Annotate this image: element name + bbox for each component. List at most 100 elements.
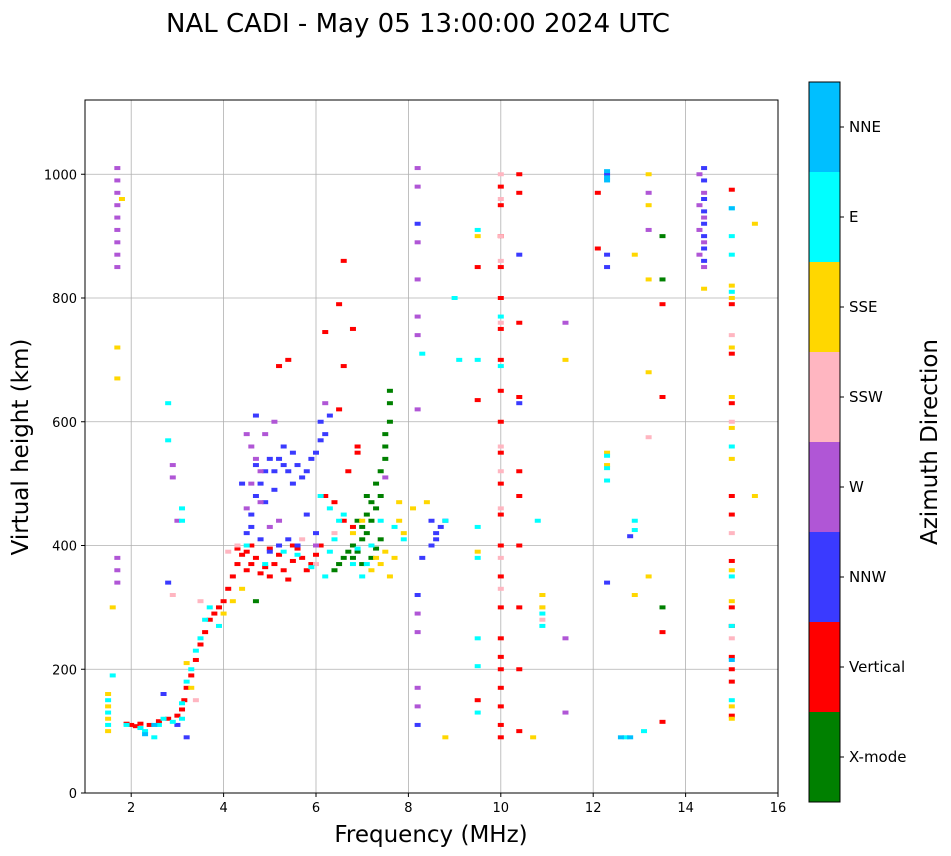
data-point-ssw <box>728 419 735 424</box>
data-point-sse <box>751 494 758 498</box>
data-point-vertical <box>262 565 269 570</box>
colorbar-swatch <box>809 172 840 262</box>
data-point-e <box>188 667 195 672</box>
data-point-sse <box>604 463 611 468</box>
data-point-w <box>169 475 176 480</box>
data-point-e <box>155 722 162 727</box>
data-point-w <box>701 190 708 195</box>
data-point-e <box>354 546 361 551</box>
data-point-vertical <box>497 685 504 690</box>
data-point-sse <box>728 283 735 288</box>
data-point-w <box>562 636 569 641</box>
data-point-w <box>114 166 121 171</box>
data-point-vertical <box>243 549 250 554</box>
data-point-vertical <box>516 190 523 195</box>
data-point-ssw <box>497 234 504 239</box>
data-point-w <box>414 704 421 709</box>
data-point-sse <box>396 500 403 505</box>
data-point-w <box>243 506 250 511</box>
data-point-e <box>280 549 287 554</box>
data-point-w <box>174 518 181 523</box>
data-point-w <box>169 463 176 468</box>
data-point-vertical <box>211 611 218 616</box>
data-point-e <box>336 518 343 523</box>
data-point-nnw <box>317 438 324 443</box>
data-point-e <box>728 289 735 294</box>
data-point-vertical <box>728 187 735 192</box>
data-point-e <box>151 735 158 740</box>
data-point-vertical <box>516 667 523 672</box>
y-tick-label: 0 <box>69 787 77 802</box>
data-point-sse <box>220 611 227 616</box>
data-point-vertical <box>728 494 735 498</box>
data-point-w <box>257 500 264 505</box>
data-point-sse <box>728 568 735 573</box>
data-point-x-mode <box>386 419 393 424</box>
data-point-sse <box>751 221 758 226</box>
data-point-x-mode <box>363 531 370 536</box>
data-point-x-mode <box>368 518 375 523</box>
data-point-ssw <box>497 444 504 449</box>
data-point-nnw <box>317 419 324 424</box>
data-point-x-mode <box>359 524 366 529</box>
data-point-ssw <box>497 320 504 325</box>
x-tick-label: 14 <box>677 801 694 816</box>
data-point-vertical <box>336 302 343 307</box>
data-point-vertical <box>220 599 227 604</box>
data-point-nnw <box>428 543 435 548</box>
data-point-nnw <box>433 537 440 542</box>
colorbar-swatch <box>809 532 840 622</box>
data-point-e <box>340 512 347 517</box>
data-point-vertical <box>132 724 139 729</box>
data-point-vertical <box>497 512 504 517</box>
data-point-nnw <box>165 580 172 585</box>
data-point-w <box>322 401 329 406</box>
data-point-e <box>322 574 329 579</box>
data-point-vertical <box>271 562 278 567</box>
colorbar-category-label: NNE <box>849 118 881 136</box>
data-point-ssw <box>645 435 652 440</box>
data-point-vertical <box>234 546 241 551</box>
data-point-vertical <box>336 407 343 412</box>
data-point-e <box>419 351 426 356</box>
data-point-w <box>696 252 703 257</box>
data-point-w <box>313 543 319 548</box>
data-point-vertical <box>248 543 255 548</box>
data-point-vertical <box>516 320 523 325</box>
colorbar-category-label: Vertical <box>849 658 905 676</box>
data-point-e <box>331 537 338 542</box>
data-point-vertical <box>308 562 315 567</box>
plot-frame <box>84 99 779 794</box>
data-point-e <box>105 698 112 703</box>
data-point-e <box>497 364 504 369</box>
data-point-w <box>266 524 273 529</box>
data-point-vertical <box>497 481 504 486</box>
data-point-vertical <box>497 636 504 641</box>
data-point-vertical <box>659 395 666 399</box>
data-point-sse <box>701 286 708 291</box>
colorbar-swatch <box>809 82 840 172</box>
data-points <box>105 166 758 740</box>
data-point-sse <box>539 605 546 610</box>
data-point-sse <box>114 345 121 350</box>
data-point-w <box>262 432 269 437</box>
data-point-vertical <box>516 172 523 177</box>
data-point-ssw <box>728 636 735 641</box>
data-point-vertical <box>497 722 504 727</box>
data-point-nnw <box>437 524 444 529</box>
data-point-nnw <box>701 258 708 263</box>
x-tick-label: 10 <box>493 801 510 816</box>
data-point-w <box>414 277 421 282</box>
data-point-vertical <box>225 586 232 591</box>
data-point-x-mode <box>377 494 384 498</box>
data-point-w <box>248 481 255 486</box>
data-point-nnw <box>285 469 292 474</box>
data-point-x-mode <box>373 546 380 551</box>
data-point-x-mode <box>373 481 380 486</box>
data-point-sse <box>645 203 652 208</box>
data-point-x-mode <box>345 549 352 554</box>
data-point-sse <box>728 296 735 300</box>
data-point-x-mode <box>363 512 370 517</box>
y-tick-label: 800 <box>52 292 77 307</box>
